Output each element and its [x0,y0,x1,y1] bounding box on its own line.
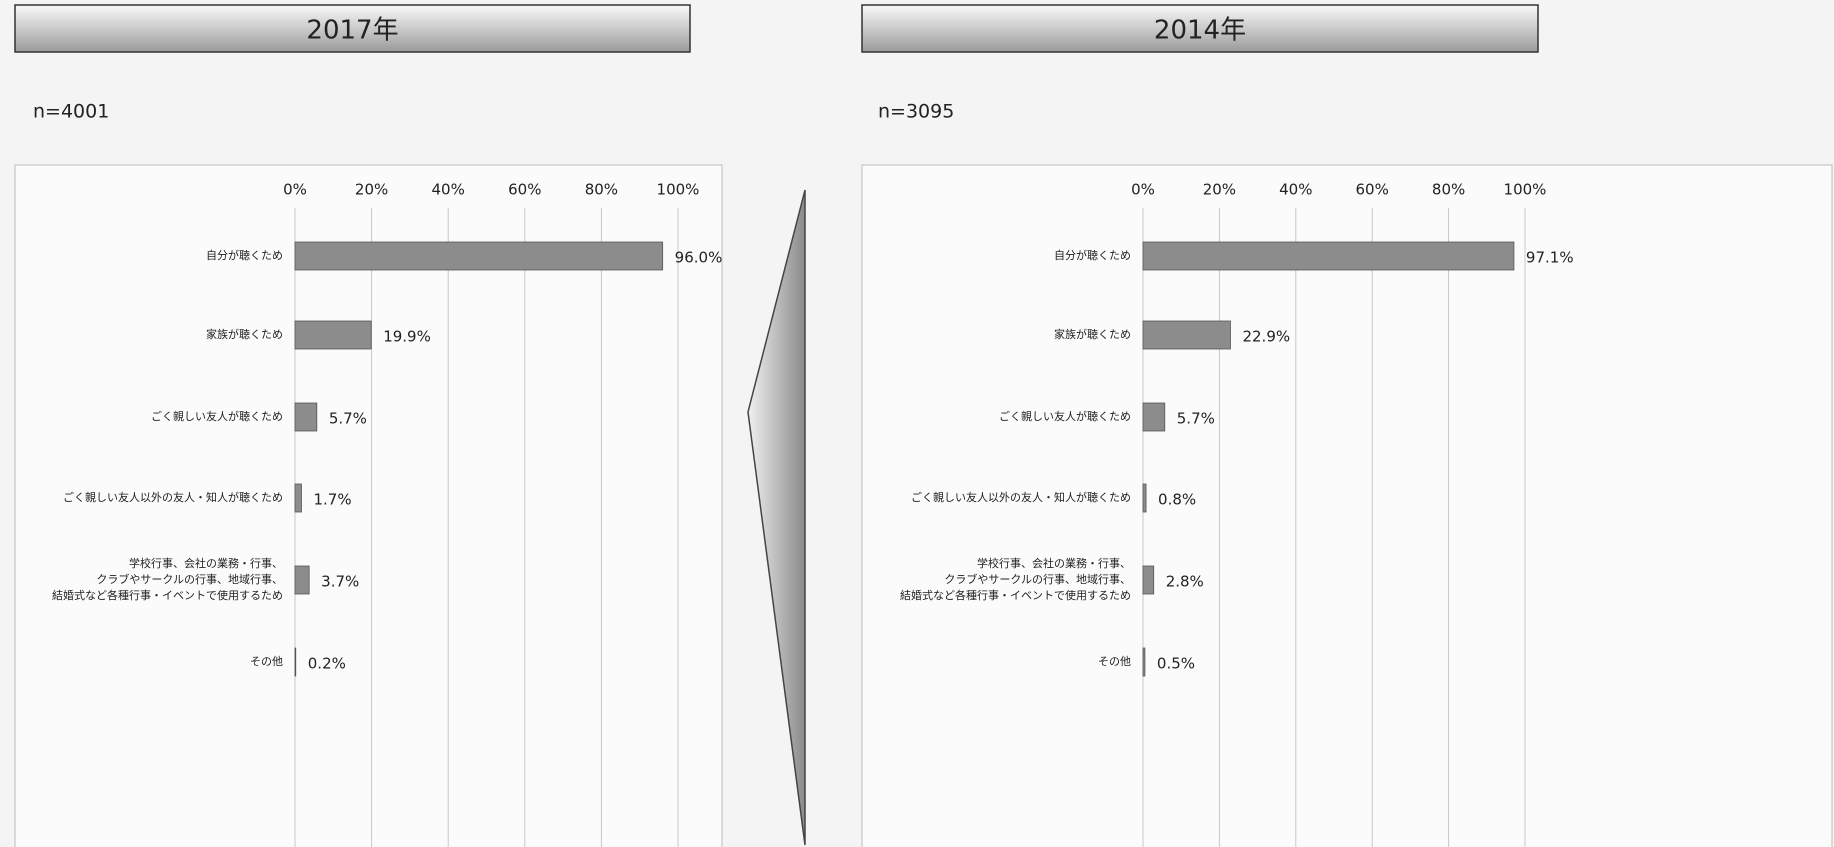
x-tick-label: 60% [508,181,541,199]
x-tick-label: 20% [355,181,388,199]
header-box [14,4,691,53]
category-label: 自分が聴くため [206,248,283,262]
value-label: 5.7% [1177,410,1215,428]
chart-frame [861,164,1833,847]
bar [294,241,664,271]
bar [294,565,310,595]
category-label: 自分が聴くため [1054,248,1131,262]
category-line: 結婚式など各種行事・イベントで使用するため [52,588,283,602]
category-label: 家族が聴くため [1054,327,1131,341]
value-label: 0.5% [1157,655,1195,673]
category-label: その他 [250,655,283,668]
x-tick-label: 20% [1203,181,1236,199]
category-line: 学校行事、会社の業務・行事、 [129,556,283,570]
chart-frame [14,164,723,847]
value-label: 22.9% [1242,328,1290,346]
category-label: ごく親しい友人が聴くため [999,409,1131,423]
x-tick-label: 80% [585,181,618,199]
bar [294,320,372,350]
chart-title: 2014年 [1154,16,1246,46]
category-label: その他 [1098,655,1131,668]
value-label: 1.7% [314,491,352,509]
chart-title: 2017年 [306,16,398,46]
category-label: 学校行事、会社の業務・行事、クラブやサークルの行事、地域行事、結婚式など各種行事… [900,556,1131,602]
bar [294,402,318,432]
category-line: 結婚式など各種行事・イベントで使用するため [900,588,1131,602]
x-tick-label: 40% [432,181,465,199]
category-line: クラブやサークルの行事、地域行事、 [944,572,1131,586]
subtitle: n=3095 [878,101,954,123]
bar [1142,565,1155,595]
x-tick-label: 60% [1356,181,1389,199]
category-label: ごく親しい友人以外の友人・知人が聴くため [911,490,1131,504]
x-tick-label: 0% [1131,181,1155,199]
value-label: 0.8% [1158,491,1196,509]
category-label: 学校行事、会社の業務・行事、クラブやサークルの行事、地域行事、結婚式など各種行事… [52,556,283,602]
category-label: ごく親しい友人が聴くため [151,409,283,423]
value-label: 2.8% [1166,573,1204,591]
x-tick-label: 40% [1279,181,1312,199]
category-line: 学校行事、会社の業務・行事、 [977,556,1131,570]
x-tick-label: 100% [657,181,700,199]
x-tick-label: 0% [283,181,307,199]
value-label: 3.7% [321,573,359,591]
value-label: 0.2% [308,655,346,673]
category-line: クラブやサークルの行事、地域行事、 [96,572,283,586]
bar [1142,241,1515,271]
bar [1142,483,1147,513]
category-label: ごく親しい友人以外の友人・知人が聴くため [63,490,283,504]
bar [294,647,297,677]
value-label: 5.7% [329,410,367,428]
subtitle: n=4001 [33,101,109,123]
value-label: 19.9% [383,328,431,346]
value-label: 97.1% [1526,249,1574,267]
category-label: 家族が聴くため [206,327,283,341]
x-tick-label: 80% [1432,181,1465,199]
header-box [861,4,1539,53]
arrow-shape [747,189,806,846]
bar [1142,320,1231,350]
x-tick-label: 100% [1504,181,1547,199]
value-label: 96.0% [675,249,723,267]
bar [1142,647,1146,677]
bar [1142,402,1166,432]
bar [294,483,302,513]
